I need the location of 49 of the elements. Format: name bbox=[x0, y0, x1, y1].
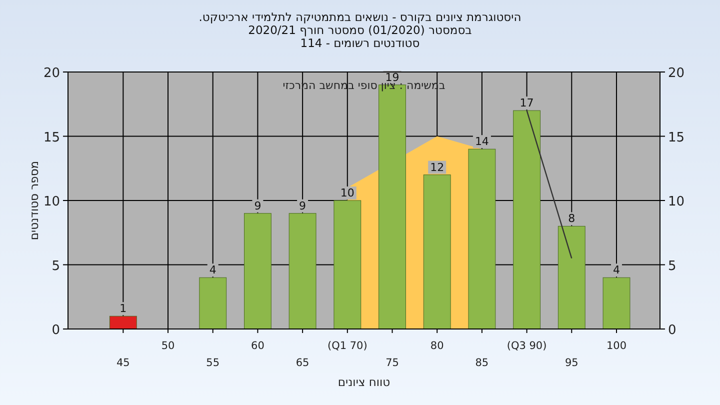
bar bbox=[334, 200, 362, 330]
bar bbox=[468, 148, 496, 330]
x-tick-label: 85 bbox=[475, 357, 489, 369]
x-tick-label: 80 bbox=[430, 340, 444, 352]
bar bbox=[109, 316, 137, 330]
y-tick-label: 0 bbox=[52, 323, 60, 338]
y2-tick-label: 0 bbox=[668, 323, 676, 338]
data-label: 14 bbox=[474, 135, 489, 148]
bar bbox=[602, 277, 630, 330]
x-tick-label: (Q3 90) bbox=[506, 340, 547, 352]
x-tick-label: 100 bbox=[606, 340, 627, 352]
data-label: 8 bbox=[568, 212, 576, 226]
x-tick-label: 95 bbox=[564, 357, 578, 369]
data-label: 4 bbox=[209, 264, 216, 277]
data-label: 4 bbox=[612, 264, 620, 277]
bar bbox=[244, 213, 272, 330]
y2-tick-label: 10 bbox=[668, 194, 685, 210]
xlabel: טווח ציונים bbox=[338, 375, 390, 389]
y-tick-label: 15 bbox=[43, 130, 60, 146]
data-label: 12 bbox=[430, 160, 444, 174]
subtitle: בסמסטר (01/2020) סמסטר חורף 2020/21 bbox=[248, 23, 472, 37]
x-tick-label: 55 bbox=[206, 357, 220, 369]
y-tick-label: 5 bbox=[52, 258, 60, 274]
data-label: 10 bbox=[340, 186, 354, 200]
ylabel: מספר סטודנטים bbox=[27, 160, 41, 240]
bar bbox=[513, 110, 541, 330]
bar bbox=[199, 277, 227, 330]
y-tick-label: 10 bbox=[43, 194, 60, 210]
y2-tick-label: 15 bbox=[668, 130, 685, 146]
x-tick-label: 45 bbox=[116, 357, 130, 369]
x-tick-label: 65 bbox=[296, 357, 310, 369]
data-label: 9 bbox=[299, 199, 306, 212]
y2-tick-label: 5 bbox=[668, 258, 676, 274]
x-tick-label: 60 bbox=[251, 340, 264, 352]
data-label: 9 bbox=[254, 199, 262, 212]
bar bbox=[378, 84, 406, 330]
x-tick-label: 50 bbox=[161, 340, 175, 352]
bar bbox=[423, 174, 451, 330]
y-tick-label: 20 bbox=[43, 66, 60, 81]
bar bbox=[288, 213, 316, 330]
x-tick-label: 75 bbox=[386, 357, 399, 369]
title: היסטוגרמת ציונים בקורס - נושאים במתמטיקה לתלמידי ארכיטקט. bbox=[198, 10, 522, 24]
data-label: 17 bbox=[520, 96, 534, 110]
bar bbox=[558, 226, 586, 330]
subtitle: סטודנטים רשומים - 114 bbox=[300, 36, 420, 50]
data-label: 19 bbox=[385, 70, 400, 84]
x-tick-label: (Q1 70) bbox=[327, 340, 368, 352]
data-label: 1 bbox=[120, 302, 127, 316]
y2-tick-label: 20 bbox=[668, 66, 685, 81]
